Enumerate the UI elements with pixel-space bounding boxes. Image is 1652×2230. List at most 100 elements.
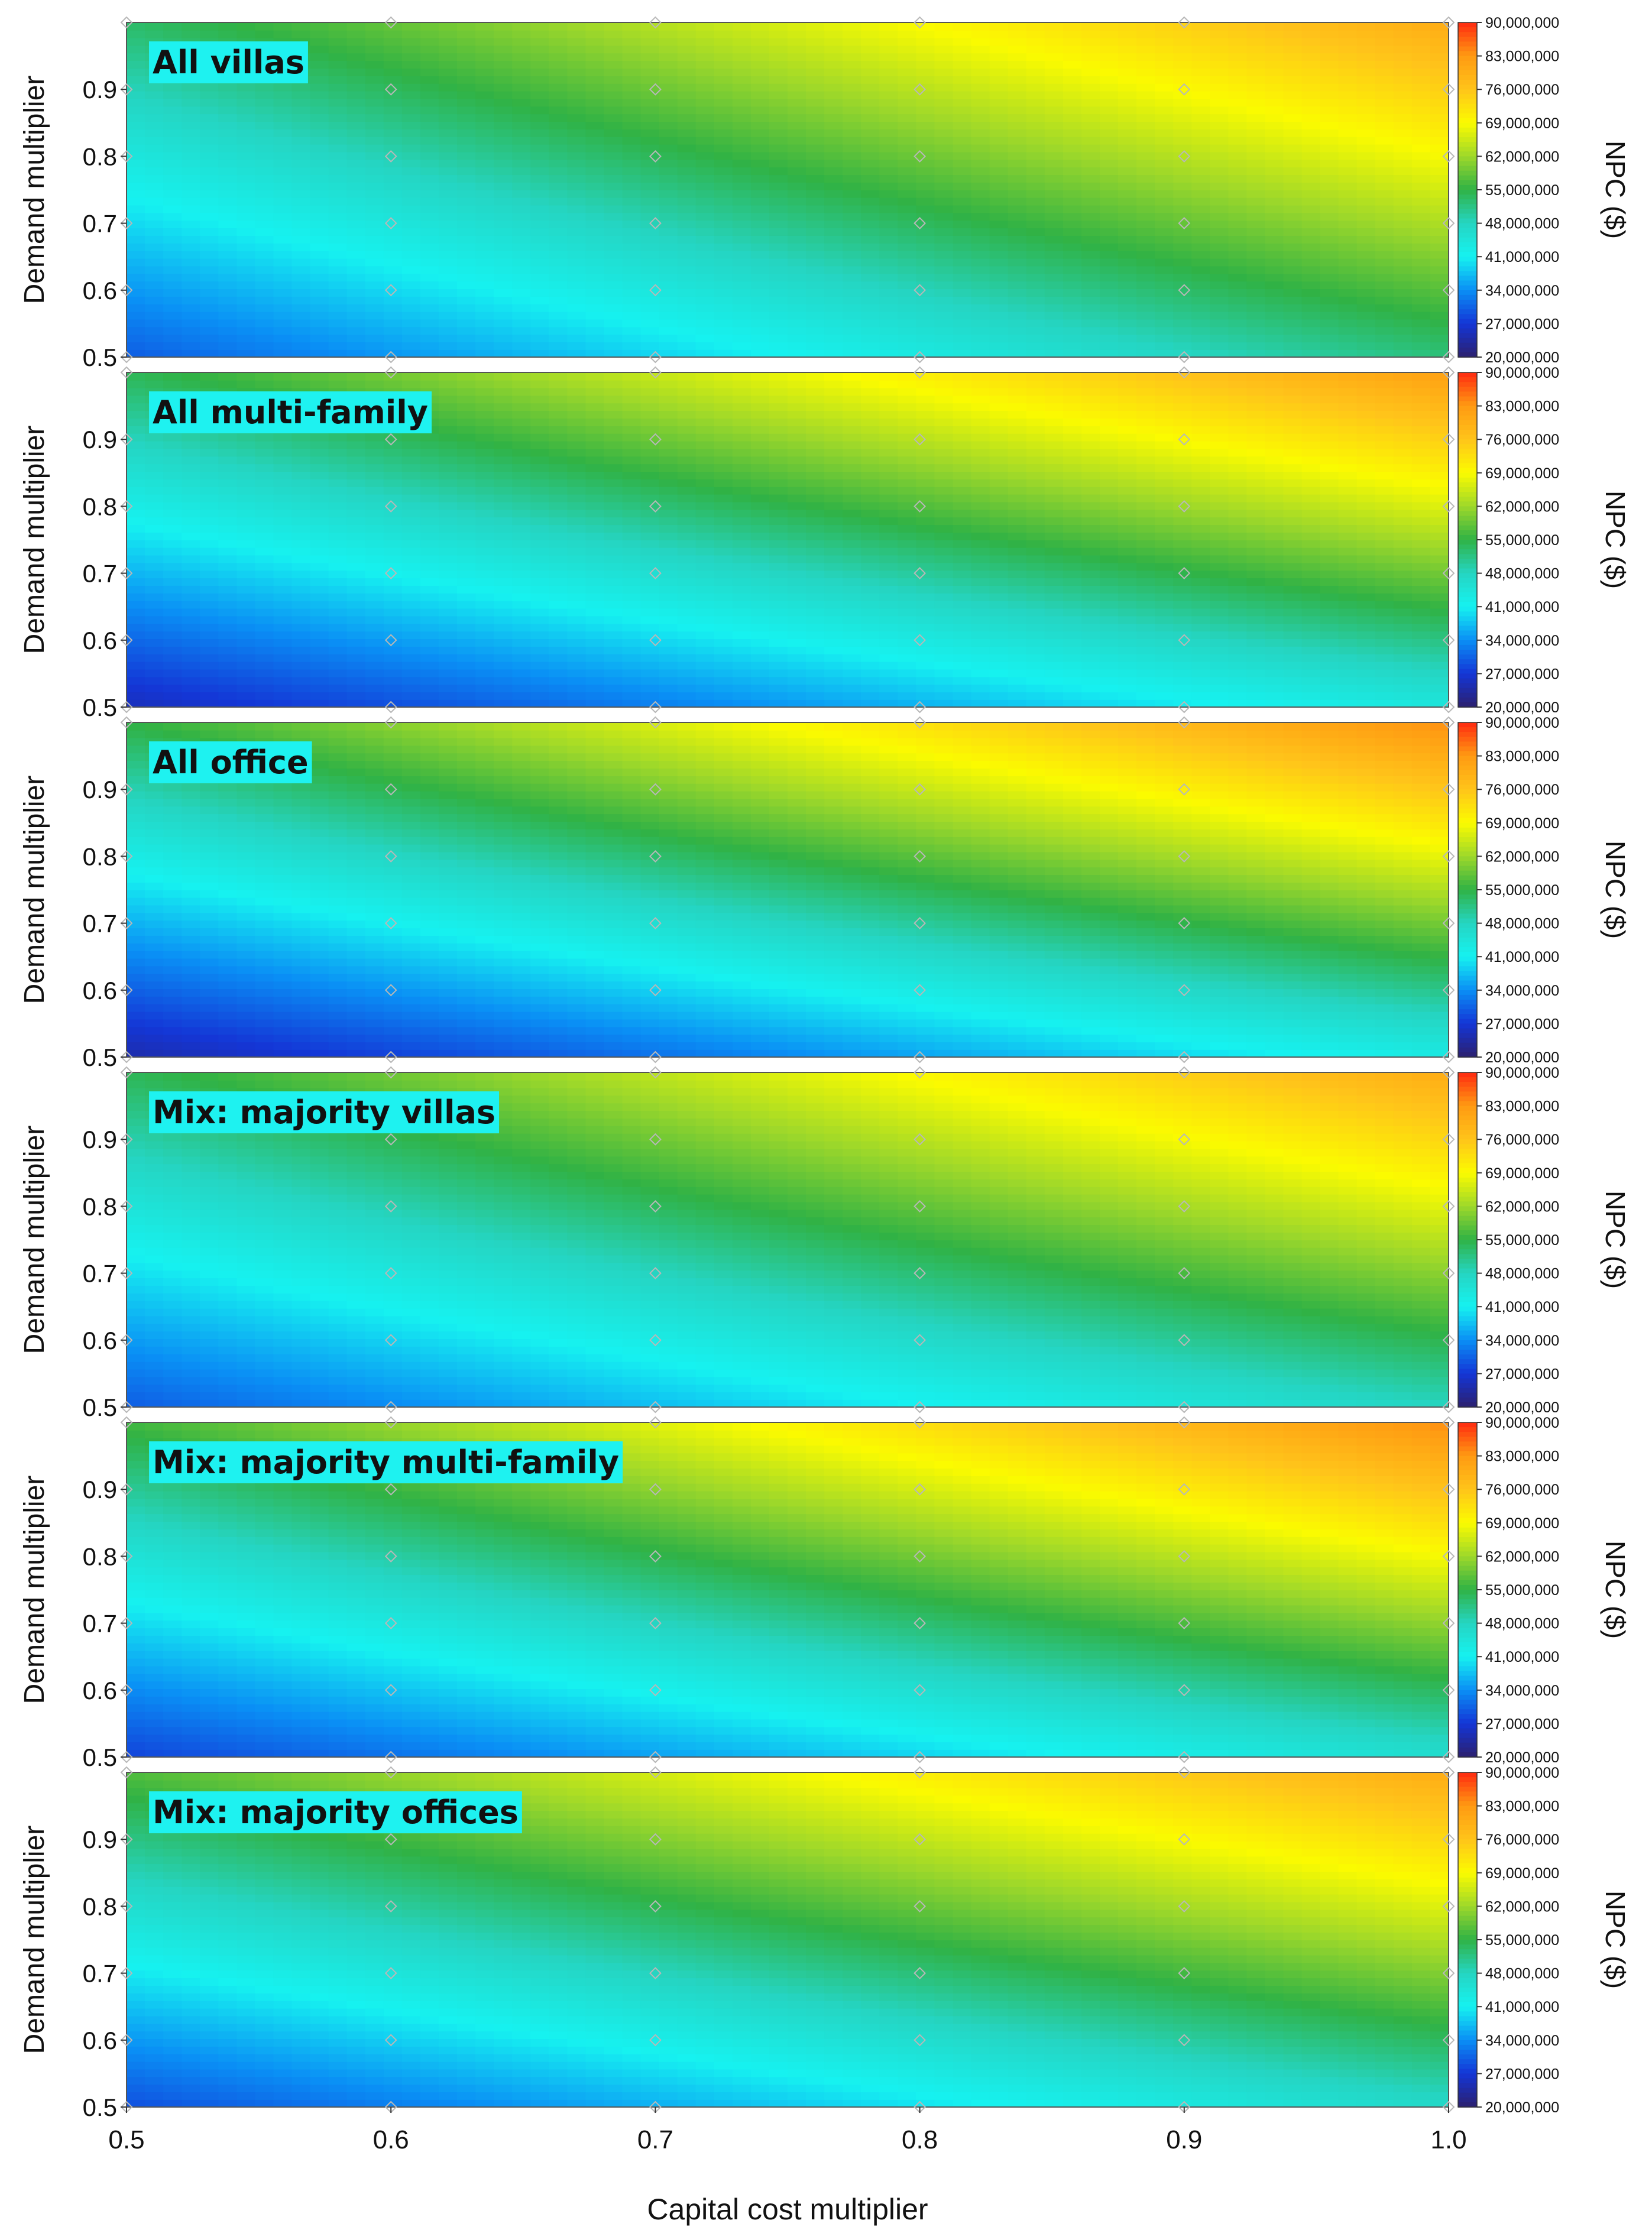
heatmap-cell	[1210, 547, 1229, 556]
heatmap-cell	[200, 220, 219, 228]
heatmap-cell	[604, 106, 623, 115]
heatmap-cell	[163, 251, 182, 259]
heatmap-cell	[420, 160, 439, 168]
heatmap-cell	[1081, 578, 1100, 586]
heatmap-cell	[1100, 22, 1119, 31]
heatmap-cell	[953, 638, 972, 647]
heatmap-cell	[659, 608, 678, 617]
heatmap-cell	[678, 555, 697, 563]
heatmap-cell	[1430, 296, 1449, 304]
heatmap-cell	[733, 312, 752, 320]
heatmap-cell	[751, 274, 770, 282]
heatmap-cell	[1228, 692, 1247, 700]
heatmap-cell	[567, 60, 586, 69]
heatmap-cell	[934, 266, 953, 274]
heatmap-cell	[1136, 334, 1155, 342]
heatmap-cell	[218, 174, 237, 183]
heatmap-cell	[824, 83, 843, 92]
heatmap-cell	[1430, 532, 1449, 540]
heatmap-cell	[751, 304, 770, 312]
heatmap-cell	[733, 22, 752, 31]
heatmap-cell	[273, 524, 292, 533]
heatmap-cell	[310, 167, 329, 175]
heatmap-cell	[1210, 608, 1229, 617]
heatmap-cell	[384, 235, 403, 244]
heatmap-cell	[1026, 251, 1045, 259]
heatmap-cell	[255, 106, 274, 115]
heatmap-cell	[163, 274, 182, 282]
heatmap-cell	[347, 30, 366, 38]
heatmap-cell	[1173, 266, 1192, 274]
heatmap-cell	[1173, 91, 1192, 99]
heatmap-cell	[769, 235, 788, 244]
heatmap-cell	[1246, 99, 1265, 107]
heatmap-cell	[623, 160, 642, 168]
heatmap-cell	[457, 160, 476, 168]
heatmap-cell	[530, 220, 549, 228]
heatmap-cell	[1026, 235, 1045, 244]
heatmap-cell	[145, 266, 164, 274]
heatmap-cell	[145, 593, 164, 601]
heatmap-cell	[457, 349, 476, 358]
heatmap-cell	[879, 174, 898, 183]
heatmap-cell	[934, 152, 953, 160]
heatmap-cell	[1394, 53, 1413, 61]
heatmap-cell	[585, 342, 604, 350]
heatmap-cell	[1118, 197, 1137, 206]
heatmap-cell	[310, 190, 329, 198]
heatmap-cell	[127, 334, 145, 342]
heatmap-cell	[824, 677, 843, 685]
heatmap-cell	[1100, 266, 1119, 274]
heatmap-cell	[1008, 692, 1027, 700]
heatmap-cell	[218, 114, 237, 122]
heatmap-cell	[457, 114, 476, 122]
heatmap-cell	[237, 281, 255, 289]
heatmap-cell	[1375, 182, 1394, 190]
heatmap-cell	[696, 684, 715, 692]
heatmap-cell	[788, 274, 806, 282]
heatmap-cell	[1302, 266, 1321, 274]
heatmap-cell	[1430, 114, 1449, 122]
heatmap-cell	[916, 692, 935, 700]
heatmap-cell	[1155, 46, 1174, 54]
heatmap-cell	[1394, 38, 1413, 46]
heatmap-cell	[1412, 190, 1431, 198]
heatmap-cell	[1008, 91, 1027, 99]
heatmap-cell	[934, 220, 953, 228]
heatmap-cell	[1100, 83, 1119, 92]
colorbar-segment	[1458, 276, 1477, 281]
heatmap-cell	[714, 266, 733, 274]
heatmap-cell	[1173, 68, 1192, 76]
heatmap-cell	[751, 83, 770, 92]
heatmap-cell	[953, 30, 972, 38]
heatmap-cell	[1430, 684, 1449, 692]
colorbar-tick-label: 69,000,000	[1485, 115, 1559, 132]
heatmap-cell	[292, 258, 311, 267]
heatmap-cell	[843, 235, 861, 244]
heatmap-cell	[623, 304, 642, 312]
heatmap-cell	[788, 228, 806, 236]
heatmap-cell	[1339, 114, 1358, 122]
heatmap-cell	[1357, 114, 1376, 122]
heatmap-cell	[1357, 662, 1376, 670]
heatmap-cell	[1265, 190, 1284, 198]
heatmap-cell	[843, 699, 861, 708]
heatmap-cell	[1191, 281, 1210, 289]
heatmap-cell	[769, 624, 788, 632]
heatmap-cell	[1026, 243, 1045, 251]
heatmap-cell	[273, 593, 292, 601]
heatmap-cell	[714, 327, 733, 335]
heatmap-cell	[1394, 76, 1413, 84]
heatmap-cell	[1191, 197, 1210, 206]
heatmap-cell	[1191, 22, 1210, 31]
heatmap-cell	[512, 129, 531, 137]
heatmap-cell	[1284, 349, 1303, 358]
heatmap-cell	[953, 570, 972, 578]
heatmap-cell	[494, 578, 513, 586]
heatmap-cell	[971, 121, 990, 129]
heatmap-cell	[824, 251, 843, 259]
heatmap-cell	[200, 106, 219, 115]
heatmap-cell	[127, 274, 145, 282]
heatmap-cell	[696, 563, 715, 571]
heatmap-cell	[1081, 616, 1100, 624]
